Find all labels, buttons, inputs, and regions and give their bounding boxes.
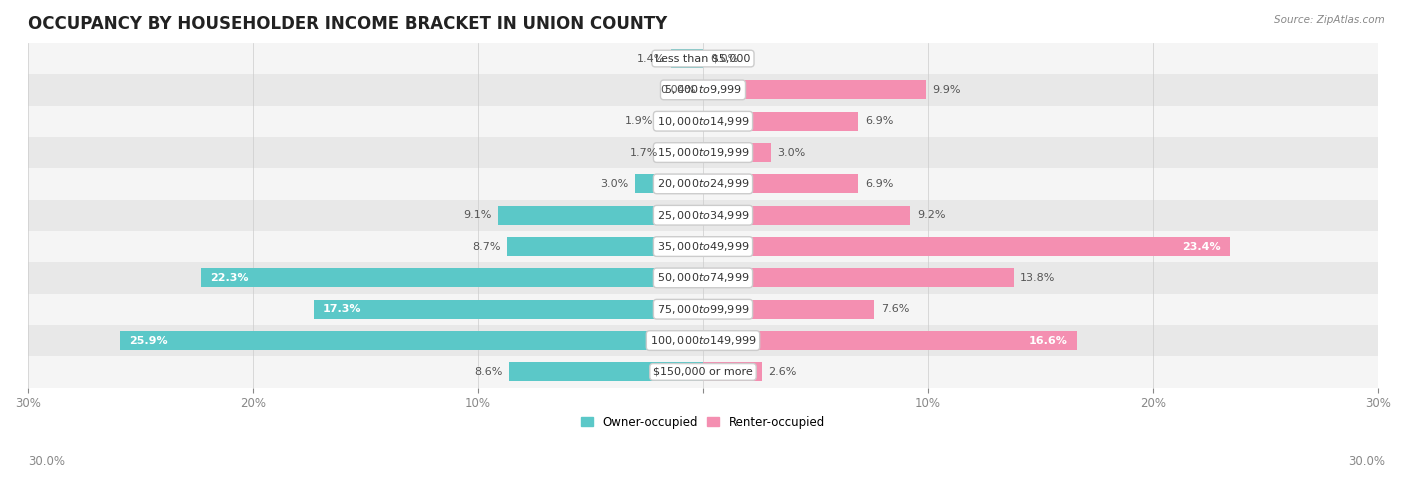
Text: 3.0%: 3.0% [778, 148, 806, 158]
Bar [703, 237, 1230, 256]
Bar [314, 300, 703, 318]
Text: 2.6%: 2.6% [768, 367, 797, 377]
Text: 8.6%: 8.6% [474, 367, 503, 377]
Text: 13.8%: 13.8% [1021, 273, 1056, 283]
Text: 8.7%: 8.7% [472, 242, 501, 252]
Bar [661, 112, 703, 131]
Bar [28, 325, 1378, 356]
Legend: Owner-occupied, Renter-occupied: Owner-occupied, Renter-occupied [576, 411, 830, 433]
Bar [28, 262, 1378, 294]
Bar [28, 106, 1378, 137]
Text: 1.7%: 1.7% [630, 148, 658, 158]
Bar [28, 137, 1378, 168]
Text: $15,000 to $19,999: $15,000 to $19,999 [657, 146, 749, 159]
Bar [120, 331, 703, 350]
Text: 3.0%: 3.0% [600, 179, 628, 189]
Text: $50,000 to $74,999: $50,000 to $74,999 [657, 271, 749, 284]
Text: 16.6%: 16.6% [1029, 336, 1067, 346]
Text: $20,000 to $24,999: $20,000 to $24,999 [657, 177, 749, 190]
Bar [672, 49, 703, 68]
Bar [703, 300, 875, 318]
Bar [703, 268, 1014, 287]
Bar [703, 80, 925, 99]
Text: 0.0%: 0.0% [710, 54, 738, 64]
Text: Less than $5,000: Less than $5,000 [655, 54, 751, 64]
Bar [498, 206, 703, 225]
Bar [703, 174, 858, 193]
Text: $5,000 to $9,999: $5,000 to $9,999 [664, 83, 742, 96]
Bar [28, 231, 1378, 262]
Text: $150,000 or more: $150,000 or more [654, 367, 752, 377]
Text: 9.9%: 9.9% [932, 85, 962, 95]
Bar [703, 112, 858, 131]
Bar [509, 362, 703, 381]
Bar [703, 331, 1077, 350]
Text: 30.0%: 30.0% [28, 454, 65, 468]
Text: Source: ZipAtlas.com: Source: ZipAtlas.com [1274, 15, 1385, 25]
Bar [28, 168, 1378, 200]
Text: 1.9%: 1.9% [626, 116, 654, 126]
Text: 17.3%: 17.3% [323, 304, 361, 314]
Bar [636, 174, 703, 193]
Bar [28, 200, 1378, 231]
Bar [28, 294, 1378, 325]
Text: $75,000 to $99,999: $75,000 to $99,999 [657, 303, 749, 316]
Text: 9.1%: 9.1% [463, 210, 492, 220]
Text: $10,000 to $14,999: $10,000 to $14,999 [657, 115, 749, 128]
Bar [28, 74, 1378, 106]
Text: 25.9%: 25.9% [129, 336, 167, 346]
Bar [201, 268, 703, 287]
Text: $25,000 to $34,999: $25,000 to $34,999 [657, 209, 749, 222]
Bar [508, 237, 703, 256]
Text: 0.04%: 0.04% [659, 85, 696, 95]
Bar [28, 356, 1378, 388]
Bar [703, 206, 910, 225]
Text: 6.9%: 6.9% [865, 116, 893, 126]
Text: 1.4%: 1.4% [637, 54, 665, 64]
Text: 22.3%: 22.3% [211, 273, 249, 283]
Text: 7.6%: 7.6% [880, 304, 910, 314]
Bar [665, 143, 703, 162]
Text: $35,000 to $49,999: $35,000 to $49,999 [657, 240, 749, 253]
Text: 23.4%: 23.4% [1182, 242, 1220, 252]
Bar [703, 143, 770, 162]
Text: $100,000 to $149,999: $100,000 to $149,999 [650, 334, 756, 347]
Text: 6.9%: 6.9% [865, 179, 893, 189]
Text: 9.2%: 9.2% [917, 210, 945, 220]
Text: 30.0%: 30.0% [1348, 454, 1385, 468]
Text: OCCUPANCY BY HOUSEHOLDER INCOME BRACKET IN UNION COUNTY: OCCUPANCY BY HOUSEHOLDER INCOME BRACKET … [28, 15, 668, 33]
Bar [28, 43, 1378, 74]
Bar [703, 362, 762, 381]
